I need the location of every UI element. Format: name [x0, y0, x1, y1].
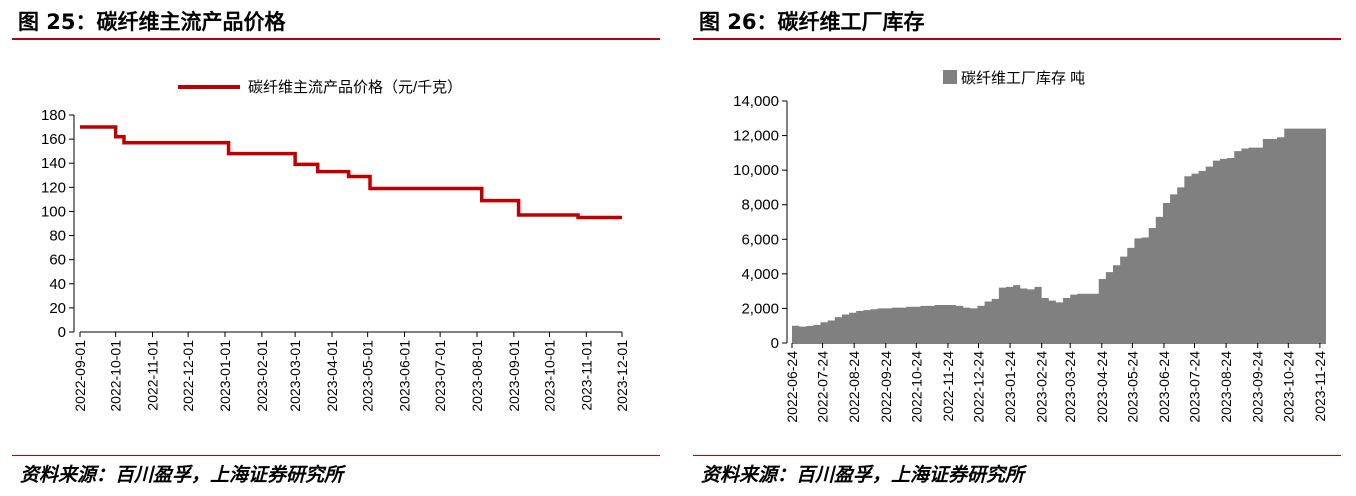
- x-tick-label: 2023-11-01: [578, 340, 594, 411]
- y-tick-label: 80: [49, 228, 66, 245]
- x-tick-label: 2022-06-24: [784, 351, 800, 423]
- x-tick-label: 2023-07-01: [432, 340, 448, 412]
- x-tick-label: 2023-01-01: [217, 340, 233, 412]
- legend-label: 碳纤维主流产品价格（元/千克）: [248, 79, 462, 96]
- x-tick-label: 2023-06-01: [396, 340, 412, 412]
- x-tick-label: 2023-12-01: [614, 340, 630, 412]
- y-tick-label: 180: [41, 107, 66, 124]
- x-tick-label: 2023-08-01: [469, 340, 485, 412]
- x-tick-label: 2022-12-24: [970, 351, 986, 423]
- x-tick-label: 2023-01-24: [1002, 351, 1018, 423]
- source-divider: [693, 455, 1341, 456]
- x-tick-label: 2022-11-24: [940, 351, 956, 422]
- x-tick-label: 2022-09-01: [72, 340, 88, 412]
- x-tick-label: 2023-02-01: [254, 340, 270, 412]
- x-tick-label: 2023-05-01: [360, 340, 376, 412]
- x-tick-label: 2022-08-24: [846, 351, 862, 423]
- x-tick-label: 2023-09-24: [1250, 351, 1266, 423]
- x-tick-label: 2023-04-24: [1094, 351, 1110, 423]
- source-note: 资料来源：百川盈孚，上海证券研究所: [701, 464, 1025, 486]
- source-note: 资料来源：百川盈孚，上海证券研究所: [20, 464, 344, 486]
- x-tick-label: 2022-07-24: [815, 351, 831, 423]
- legend-label: 碳纤维工厂库存 吨: [961, 70, 1085, 87]
- figure-title: 图 26：碳纤维工厂库存: [699, 10, 925, 34]
- y-tick-label: 8,000: [741, 197, 779, 214]
- x-tick-label: 2023-06-24: [1156, 351, 1172, 423]
- figure-title: 图 25：碳纤维主流产品价格: [18, 10, 286, 34]
- x-tick-label: 2023-03-24: [1062, 351, 1078, 423]
- y-tick-label: 14,000: [733, 93, 779, 110]
- y-tick-label: 0: [771, 335, 779, 352]
- x-tick-label: 2022-09-24: [878, 351, 894, 423]
- x-tick-label: 2022-10-24: [908, 351, 924, 423]
- x-tick-label: 2023-10-24: [1280, 351, 1296, 423]
- price-line-chart: 0 20 40 60 80 100 120 140 160 180 2022-09-01 2022-1…: [41, 79, 630, 412]
- inventory-chart-panel: 图 26：碳纤维工厂库存 0 2,000 4,000 6,000 8,000 10,000…: [693, 0, 1353, 496]
- x-tick-label: 2022-10-01: [108, 340, 124, 412]
- y-tick-label: 4,000: [741, 266, 779, 283]
- y-tick-label: 6,000: [741, 231, 779, 248]
- x-tick-label: 2023-04-01: [324, 340, 340, 412]
- title-divider: [693, 38, 1341, 40]
- inventory-area: [792, 128, 1326, 343]
- x-tick-label: 2022-11-01: [145, 340, 161, 411]
- x-tick-label: 2022-12-01: [180, 340, 196, 412]
- legend-swatch: [943, 70, 957, 84]
- price-line: [80, 125, 622, 220]
- x-tick-label: 2023-10-01: [541, 340, 557, 412]
- inventory-area-chart: 0 2,000 4,000 6,000 8,000 10,000 12,000 14,000 2…: [733, 70, 1328, 423]
- y-tick-label: 120: [41, 179, 66, 196]
- x-tick-label: 2023-03-01: [287, 340, 303, 412]
- x-tick-label: 2023-02-24: [1034, 351, 1050, 423]
- y-tick-label: 2,000: [741, 300, 779, 317]
- source-divider: [12, 455, 660, 456]
- x-tick-label: 2023-09-01: [506, 340, 522, 412]
- y-tick-label: 160: [41, 131, 66, 148]
- x-tick-label: 2023-07-24: [1187, 351, 1203, 423]
- y-tick-label: 10,000: [733, 162, 779, 179]
- x-tick-label: 2023-05-24: [1124, 351, 1140, 423]
- x-tick-label: 2023-08-24: [1218, 351, 1234, 423]
- price-chart-panel: 图 25：碳纤维主流产品价格 0 20 40 60 80 100 120 140 160 180 2…: [12, 0, 672, 496]
- y-tick-label: 140: [41, 155, 66, 172]
- title-divider: [12, 38, 660, 40]
- y-tick-label: 20: [49, 300, 66, 317]
- y-tick-label: 60: [49, 252, 66, 269]
- x-tick-label: 2023-11-24: [1312, 351, 1328, 422]
- y-tick-label: 0: [58, 324, 66, 341]
- y-tick-label: 40: [49, 276, 66, 293]
- y-tick-label: 12,000: [733, 128, 779, 145]
- y-tick-label: 100: [41, 203, 66, 220]
